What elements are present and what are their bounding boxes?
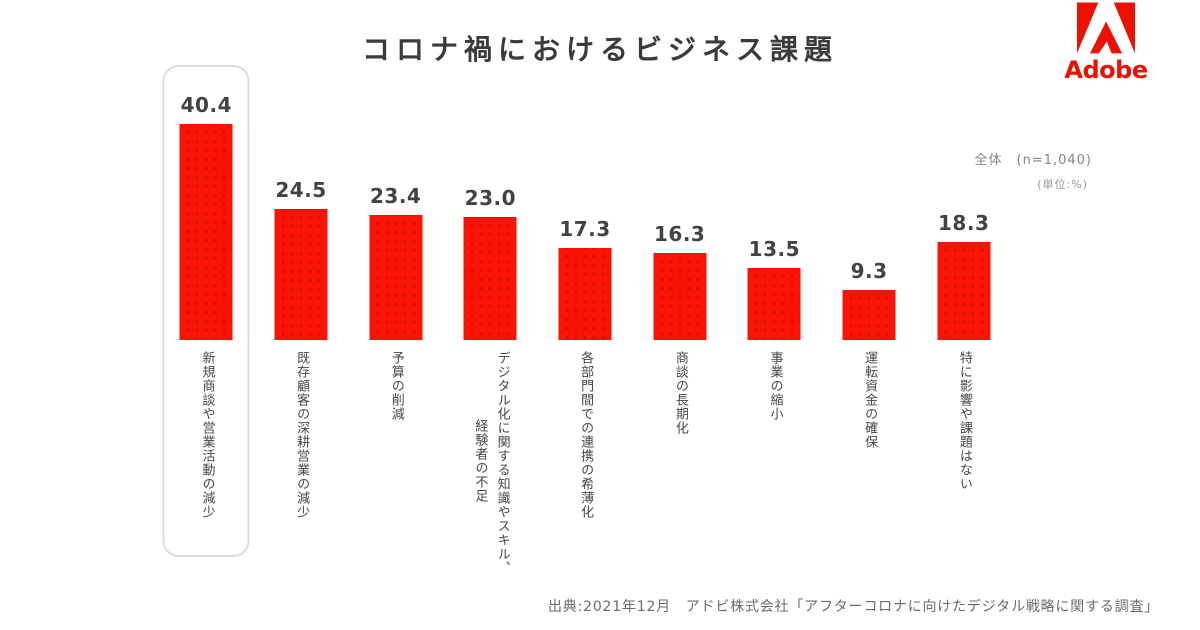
bar-category-label-line: 運転資金の確保 [862, 351, 878, 449]
bar-category-label: 特に影響や課題はない [956, 351, 972, 491]
bar [842, 290, 896, 340]
bar-stack: 16.3 [653, 222, 707, 340]
bar-stack: 18.3 [937, 211, 991, 340]
bar-category-label: 事業の縮小 [766, 351, 782, 421]
page-title: コロナ禍におけるビジネス課題 [361, 33, 838, 66]
bar-category-label: 運転資金の確保 [861, 351, 877, 449]
bar [747, 268, 801, 340]
bar-stack: 23.0 [463, 186, 517, 340]
adobe-logo: Adobe [1064, 2, 1148, 83]
bar-value-label: 17.3 [559, 217, 611, 241]
bar [179, 124, 233, 340]
bar-category-label-line: 特に影響や課題はない [956, 351, 972, 491]
bar-stack: 23.4 [369, 184, 423, 340]
bar-group: 40.4 新規商談や営業活動の減少 [159, 0, 254, 630]
bar-group: 16.3 商談の長期化 [632, 0, 727, 630]
bar-category-label-line: 商談の長期化 [672, 351, 688, 435]
sample-size-note: 全体 (n=1,040) [974, 153, 1092, 168]
bar-value-label: 23.4 [369, 184, 422, 208]
bar-category-label-line: 各部門間での連携の希薄化 [578, 351, 594, 519]
bar [274, 209, 328, 340]
bar-category-label: 新規商談や営業活動の減少 [198, 351, 214, 519]
bar-value-label: 40.4 [180, 93, 232, 117]
bar-stack: 40.4 [179, 93, 233, 340]
bar [463, 217, 517, 340]
bar [558, 248, 612, 340]
bar [937, 242, 991, 340]
bar-category-label: デジタル化に関する知識やスキル、 経験者の不足 [471, 351, 510, 575]
bar-category-label-line: 予算の削減 [388, 351, 404, 421]
bar-chart: 40.4 新規商談や営業活動の減少 24.5 既存顧客の深耕営業の減少 23.4… [159, 0, 1011, 630]
bar-category-label-line: 経験者の不足 [472, 419, 488, 503]
bar-group: 24.5 既存顧客の深耕営業の減少 [254, 0, 349, 630]
bar-group: 13.5 事業の縮小 [727, 0, 822, 630]
adobe-wordmark: Adobe [1064, 56, 1148, 84]
bar-group: 9.3 運転資金の確保 [822, 0, 917, 630]
bar-stack: 9.3 [842, 259, 896, 340]
bar-stack: 13.5 [747, 237, 801, 340]
bar-category-label-line: 新規商談や営業活動の減少 [199, 351, 215, 519]
bar-value-label: 18.3 [938, 211, 990, 235]
bar-stack: 24.5 [274, 178, 328, 340]
bar-category-label: 各部門間での連携の希薄化 [577, 351, 593, 519]
bar-group: 18.3 特に影響や課題はない [916, 0, 1011, 630]
bar-category-label: 既存顧客の深耕営業の減少 [293, 351, 309, 519]
bar-category-label-line: 事業の縮小 [767, 351, 783, 421]
bar-category-label-line: 既存顧客の深耕営業の減少 [294, 351, 310, 519]
unit-note: (単位:%) [1037, 178, 1088, 191]
adobe-a-icon [1077, 2, 1135, 54]
bar [369, 215, 423, 340]
bar-category-label: 商談の長期化 [672, 351, 688, 435]
bar-stack: 17.3 [558, 217, 612, 340]
bar-category-label-line: デジタル化に関する知識やスキル、 [494, 351, 510, 575]
bar-value-label: 23.0 [464, 186, 517, 210]
bar-group: 23.0 デジタル化に関する知識やスキル、 経験者の不足 [443, 0, 538, 630]
bar-value-label: 16.3 [654, 222, 706, 246]
bar-value-label: 13.5 [748, 237, 801, 261]
bar-value-label: 24.5 [275, 178, 327, 202]
source-note: 出典:2021年12月 アドビ株式会社「アフターコロナに向けたデジタル戦略に関す… [548, 599, 1160, 615]
bar-group: 17.3 各部門間での連携の希薄化 [538, 0, 633, 630]
bar-group: 23.4 予算の削減 [348, 0, 443, 630]
bar-category-label: 予算の削減 [388, 351, 404, 421]
bar-value-label: 9.3 [850, 259, 888, 283]
bar [653, 253, 707, 340]
